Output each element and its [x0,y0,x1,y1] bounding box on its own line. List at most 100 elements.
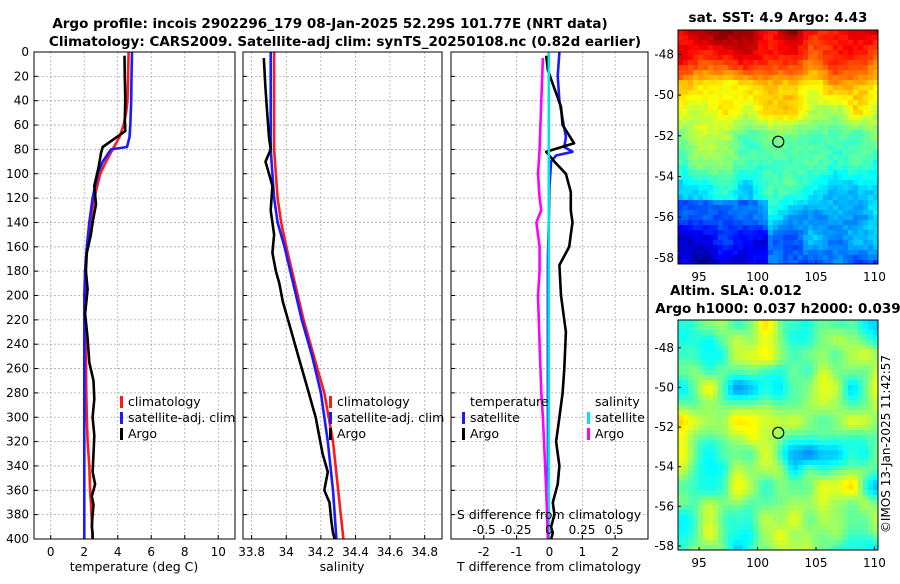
map-cell [698,505,704,511]
map-cell [813,230,819,236]
map-cell [858,455,864,461]
map-cell [728,135,734,141]
map-cell [843,365,849,371]
map-cell [833,410,839,416]
map-cell [733,155,739,161]
map-cell [808,380,814,386]
map-cell [823,525,829,531]
map-cell [743,115,749,121]
map-cell [803,385,809,391]
map-cell [733,75,739,81]
map-cell [858,160,864,166]
map-cell [863,535,869,541]
s-difference-label: S difference from climatology [457,507,642,522]
map-cell [803,140,809,146]
map-cell [763,195,769,201]
map-cell [828,195,834,201]
map-cell [688,480,694,486]
map-cell [863,230,869,236]
map-cell [723,70,729,76]
map-cell [678,510,684,516]
map-cell [778,255,784,261]
map-cell [748,380,754,386]
map-cell [718,95,724,101]
map-cell [688,50,694,56]
map-cell [833,505,839,511]
map-cell [813,80,819,86]
map-cell [823,175,829,181]
map-cell [863,50,869,56]
map-cell [748,160,754,166]
map-cell [733,160,739,166]
map-cell [853,465,859,471]
map-cell [808,50,814,56]
map-cell [688,430,694,436]
map-cell [733,415,739,421]
map-cell [753,485,759,491]
map-cell [713,530,719,536]
map-cell [713,145,719,151]
map-cell [818,105,824,111]
map-cell [833,395,839,401]
map-cell [748,75,754,81]
map-cell [733,135,739,141]
map-cell [698,195,704,201]
map-cell [868,245,874,251]
map-cell [858,410,864,416]
map-cell [743,145,749,151]
map-cell [683,380,689,386]
map-cell [688,150,694,156]
map-cell [803,70,809,76]
map-cell [733,90,739,96]
map-cell [788,105,794,111]
map-cell [693,230,699,236]
map-cell [713,95,719,101]
map-cell [838,360,844,366]
map-cell [713,200,719,206]
map-cell [708,110,714,116]
map-cell [723,435,729,441]
map-cell [843,425,849,431]
map-cell [873,80,879,86]
map-cell [758,55,764,61]
map-cell [793,55,799,61]
map-cell [858,480,864,486]
map-cell [818,465,824,471]
map-cell [753,195,759,201]
map-cell [798,405,804,411]
sst-map-title: sat. SST: 4.9 Argo: 4.43 [689,10,868,26]
map-cell [793,325,799,331]
map-cell [693,400,699,406]
map-cell [748,375,754,381]
map-cell [703,30,709,36]
map-cell [753,520,759,526]
map-cell [678,395,684,401]
map-cell [843,465,849,471]
map-cell [798,475,804,481]
map-cell [818,540,824,546]
map-cell [693,160,699,166]
map-cell [813,445,819,451]
map-cell [748,395,754,401]
map-cell [713,415,719,421]
map-cell [713,355,719,361]
map-cell [733,545,739,551]
map-cell [868,435,874,441]
map-cell [758,330,764,336]
map-cell [713,140,719,146]
map-cell [718,510,724,516]
t-difference-xlabel: T difference from climatology [456,559,642,574]
map-cell [773,210,779,216]
map-cell [693,525,699,531]
map-cell [798,350,804,356]
legend-argo: Argo [128,426,157,441]
map-cell [813,535,819,541]
map-cell [848,90,854,96]
map-cell [778,75,784,81]
map-cell [698,130,704,136]
map-cell [843,395,849,401]
map-cell [768,110,774,116]
map-cell [773,185,779,191]
map-cell [853,330,859,336]
map-cell [798,520,804,526]
